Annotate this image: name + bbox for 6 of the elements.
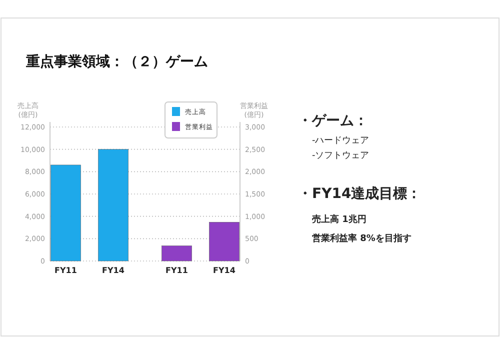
annotations: ・ゲーム： -ハードウェア -ソフトウェア ・FY14達成目標： 売上高 1兆円 営業利益率 8%を目指す (298, 113, 422, 244)
x-tick-label: FY14 (102, 266, 125, 275)
x-tick-label: FY11 (166, 266, 188, 275)
x-tick-label: FY14 (213, 266, 236, 275)
chart-title: 重点事業領域：（２）ゲーム (25, 54, 208, 70)
x-tick-label: FY11 (54, 266, 78, 275)
